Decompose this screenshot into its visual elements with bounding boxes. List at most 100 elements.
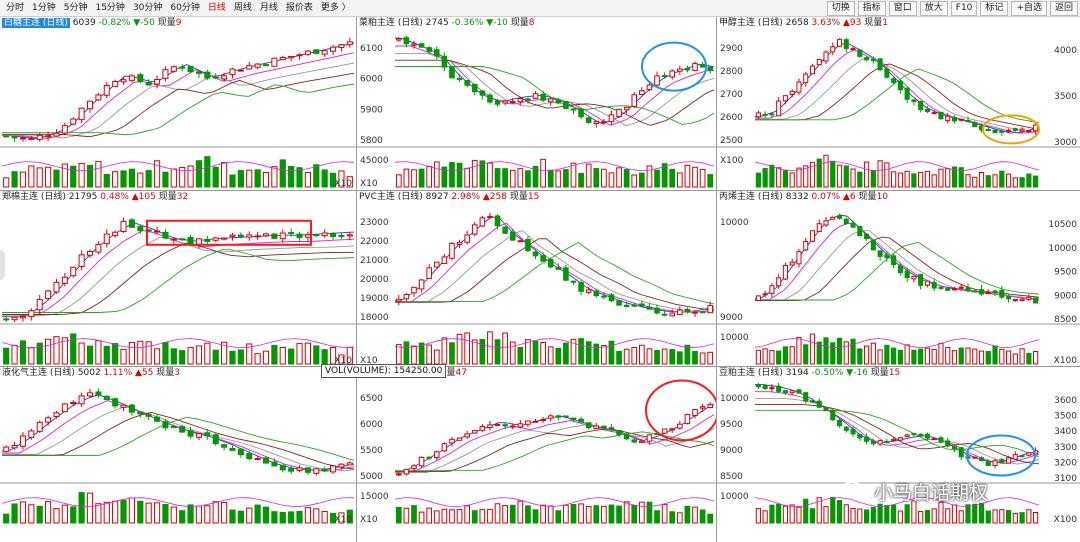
panel-chart[interactable]: 6500 6000 5500 5000 15000 X10: [357, 367, 716, 525]
tab-0[interactable]: 分时: [6, 3, 25, 13]
panel-p6[interactable]: 丙烯主连 (日线) 8332 0.07% ▲6 现量10 10000 9000 105…: [717, 191, 1080, 366]
price-tick-label: 9000: [720, 313, 743, 323]
panel-p5[interactable]: PVC主连 (日线) 8927 2.98% ▲258 现量15 23000 2200…: [357, 191, 716, 366]
panel-p1[interactable]: 白糖主连 (日线) 6039 -0.82% ▼-50 现量9 X10: [0, 17, 356, 189]
volume-bar: [816, 158, 822, 188]
candle: [464, 430, 470, 439]
volume-bar: [262, 350, 270, 365]
left-edge-handle[interactable]: [0, 250, 5, 280]
candle: [958, 284, 964, 291]
volume-tick-label: 45000: [360, 156, 389, 166]
panel-contract-name[interactable]: 菜粕主连 (日线): [359, 18, 423, 28]
panel-chart[interactable]: 10000 9500 9000 8500 3600 3500 3400 3300 3200 310…: [717, 367, 1080, 525]
ma-line-5: [755, 241, 1040, 301]
panel-chart[interactable]: 2900 2800 2700 2600 2500 4000 3500 3000 X100: [717, 17, 1080, 189]
volume-bar: [555, 347, 562, 365]
candle: [162, 66, 169, 82]
panel-contract-name[interactable]: 甲醇主连 (日线): [719, 18, 783, 28]
toolbar-button-4[interactable]: F10: [950, 1, 978, 16]
candle: [479, 90, 486, 100]
candle: [1026, 294, 1032, 302]
tab-4[interactable]: 30分钟: [132, 3, 163, 13]
candle: [212, 236, 219, 243]
panel-p4[interactable]: 郑棉主连 (日线) 21795 0.48% ▲105 现量32 X10: [0, 191, 356, 366]
panel-p8[interactable]: 998 1.59% ▲156 现量47650060005500500015000…: [357, 367, 716, 525]
volume-bar: [19, 340, 27, 365]
tab-6[interactable]: 日线: [207, 3, 226, 13]
panel-contract-name[interactable]: 郑棉主连 (日线): [2, 192, 66, 202]
volume-bar: [179, 166, 186, 188]
candle: [279, 55, 286, 61]
panel-contract-name[interactable]: 丙烯主连 (日线): [719, 192, 783, 202]
panel-contract-name[interactable]: PVC主连 (日线): [359, 192, 423, 202]
price-tick-label: 2500: [720, 136, 743, 146]
candle: [45, 289, 52, 301]
candle: [999, 286, 1005, 299]
candle: [616, 429, 622, 438]
panel-chart[interactable]: X10: [0, 191, 356, 366]
toolbar-button-7[interactable]: 返回: [1049, 1, 1078, 16]
candle: [809, 398, 816, 404]
volume-ma: [754, 497, 1040, 508]
panel-contract-name[interactable]: 豆粕主连 (日线): [719, 368, 783, 378]
panel-contract-name[interactable]: 白糖主连 (日线): [2, 18, 70, 28]
candle: [532, 249, 539, 260]
candle: [479, 423, 486, 433]
volume-bar: [692, 166, 698, 188]
tab-10[interactable]: 更多 〉: [320, 3, 351, 13]
panel-chart[interactable]: 10000 9000 10500 10000 9500 9000 8500 10000 X100: [717, 191, 1080, 366]
volume-bar: [684, 164, 691, 188]
toolbar-button-6[interactable]: +自选: [1011, 1, 1047, 16]
candle: [677, 65, 683, 75]
panel-chart[interactable]: X10: [0, 17, 356, 189]
candle: [593, 120, 600, 128]
toolbar-button-1[interactable]: 指标: [857, 1, 886, 16]
volume-bar: [187, 165, 194, 188]
volume-bar: [246, 507, 253, 524]
toolbar-button-2[interactable]: 窗口: [888, 1, 917, 16]
tab-8[interactable]: 月线: [259, 3, 278, 13]
candle: [965, 283, 971, 293]
panel-p9[interactable]: 豆粕主连 (日线) 3194 -0.50% ▼-16 现量15 10000 9500…: [717, 367, 1080, 525]
candle: [803, 392, 809, 404]
tab-7[interactable]: 周线: [233, 3, 252, 13]
candle: [296, 53, 303, 60]
tab-2[interactable]: 5分钟: [63, 3, 88, 13]
volume-bar: [823, 505, 829, 524]
volume-bar: [517, 168, 524, 188]
panel-change-pct: -0.82%: [98, 18, 131, 28]
candle: [958, 118, 964, 122]
candle: [972, 456, 978, 459]
price-tick-label: 5500: [360, 446, 383, 456]
candle: [911, 275, 917, 283]
volume-bar: [262, 506, 270, 524]
panel-chart[interactable]: 23000 22000 21000 20000 19000 18000 X10: [357, 191, 716, 366]
candle: [782, 94, 788, 105]
panel-p2[interactable]: 菜粕主连 (日线) 2745 -0.36% ▼-10 现量8 6100 6000 59…: [357, 17, 716, 189]
volume-bar: [411, 345, 417, 365]
candle: [137, 225, 144, 234]
toolbar-button-3[interactable]: 放大: [919, 1, 948, 16]
volume-bar: [153, 502, 161, 524]
toolbar-button-5[interactable]: 标记: [980, 1, 1009, 16]
panel-chart[interactable]: X10: [0, 367, 356, 525]
panel-chart[interactable]: 6100 6000 5900 5800 45000 X10: [357, 17, 716, 189]
tab-5[interactable]: 60分钟: [170, 3, 200, 13]
tab-1[interactable]: 1分钟: [32, 3, 56, 13]
volume-bar: [999, 509, 1005, 524]
panel-change: ▲6: [843, 192, 856, 202]
panel-price: 3194: [785, 368, 809, 378]
volume-bar: [540, 504, 546, 524]
ma-line-3: [755, 56, 1040, 134]
toolbar-button-0[interactable]: 切换: [826, 1, 855, 16]
tab-9[interactable]: 报价表: [285, 3, 313, 13]
panel-p7[interactable]: 液化气主连 (日线) 5002 1.11% ▲55 现量3 X10: [0, 367, 356, 525]
candle: [120, 404, 127, 412]
panel-p3[interactable]: 甲醇主连 (日线) 2658 3.63% ▲93 现量1 2900 2800 2700…: [717, 17, 1080, 189]
candle: [1026, 451, 1032, 457]
candle: [850, 426, 856, 437]
panel-contract-name[interactable]: 液化气主连 (日线): [2, 368, 75, 378]
tab-3[interactable]: 15分钟: [95, 3, 125, 13]
candle: [843, 217, 849, 225]
volume-bar: [897, 349, 903, 365]
